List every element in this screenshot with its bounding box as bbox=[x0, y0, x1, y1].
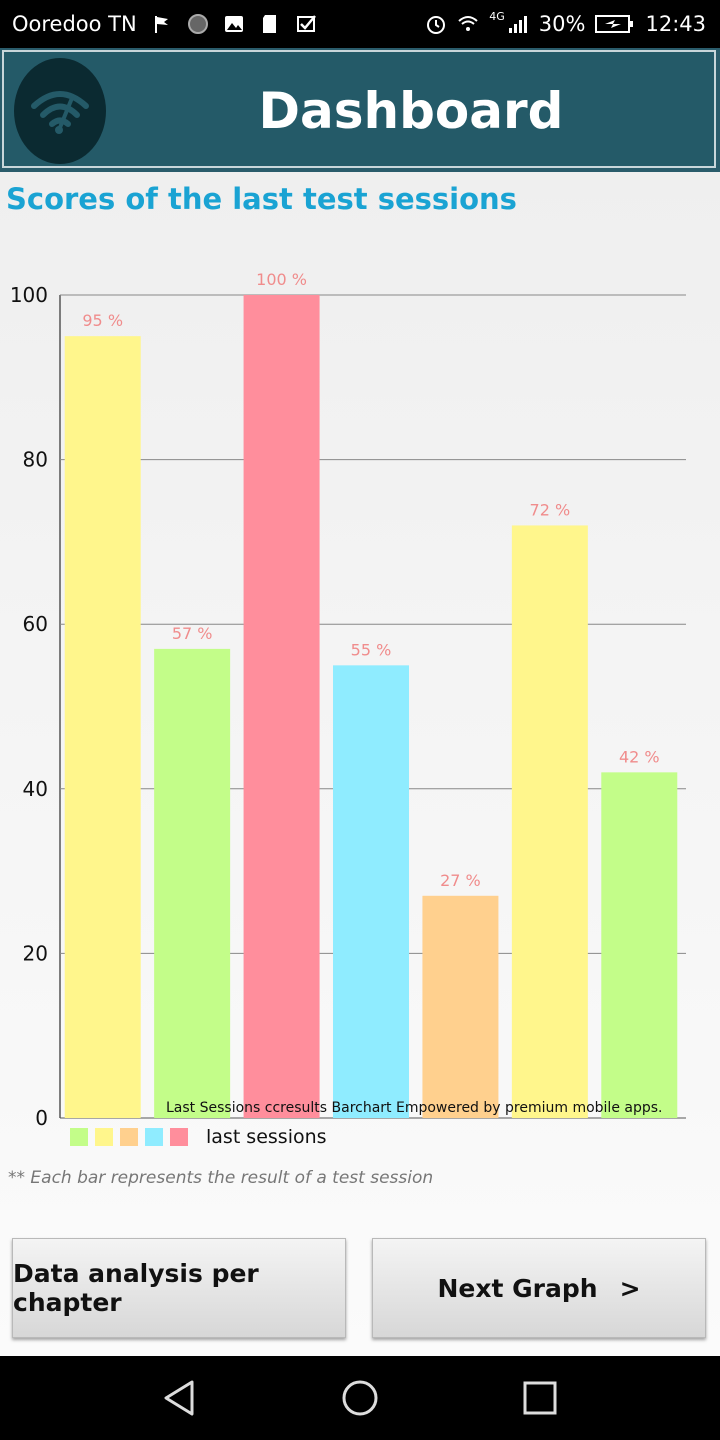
wifi-gauge-icon bbox=[31, 91, 89, 134]
legend-swatch bbox=[145, 1128, 163, 1146]
next-graph-button[interactable]: Next Graph > bbox=[372, 1238, 706, 1338]
battery-percent: 30% bbox=[538, 12, 586, 36]
signal-icon bbox=[507, 13, 529, 35]
bar-chart: 0 20 40 60 80 100 95 % 57 % 100 % 55 % 27 % 72 % 42… bbox=[0, 272, 720, 1172]
bar-data-label: 72 % bbox=[530, 500, 571, 519]
wifi-icon bbox=[457, 13, 479, 35]
bar-1 bbox=[64, 336, 141, 1118]
carrier-name: Ooredoo TN bbox=[12, 12, 137, 36]
alarm-icon bbox=[425, 13, 447, 35]
bar-data-label: 100 % bbox=[256, 272, 307, 289]
next-arrow-icon: > bbox=[619, 1273, 641, 1303]
bar-7 bbox=[601, 772, 678, 1118]
bar-chart-svg: 0 20 40 60 80 100 95 % 57 % 100 % 55 % 27 % 72 % 42… bbox=[10, 272, 686, 1130]
y-tick-label: 0 bbox=[35, 1106, 48, 1130]
y-tick-label: 80 bbox=[23, 448, 48, 472]
home-button[interactable] bbox=[340, 1378, 380, 1418]
bar-data-label: 27 % bbox=[440, 871, 481, 890]
clock: 12:43 bbox=[645, 12, 706, 36]
section-title: Scores of the last test sessions bbox=[6, 182, 517, 216]
legend-swatch bbox=[70, 1128, 88, 1146]
next-graph-label: Next Graph bbox=[437, 1273, 598, 1303]
circle-icon bbox=[187, 13, 209, 35]
flag-icon bbox=[151, 13, 173, 35]
chart-legend: last sessions bbox=[70, 1126, 327, 1148]
y-tick-label: 60 bbox=[23, 612, 48, 636]
home-icon bbox=[342, 1380, 378, 1416]
bar-data-label: 55 % bbox=[351, 640, 392, 659]
navigation-bar bbox=[0, 1356, 720, 1440]
back-icon bbox=[164, 1380, 194, 1416]
recents-icon bbox=[523, 1381, 557, 1415]
bar-data-label: 57 % bbox=[172, 624, 213, 643]
app-logo bbox=[14, 58, 106, 164]
bar-data-label: 95 % bbox=[82, 311, 123, 330]
chart-credit: Last Sessions ccresults Barchart Empower… bbox=[166, 1100, 662, 1116]
legend-swatch bbox=[120, 1128, 138, 1146]
recents-button[interactable] bbox=[520, 1378, 560, 1418]
battery-charging-icon bbox=[595, 13, 635, 35]
bar-4 bbox=[333, 665, 409, 1118]
content-area: Scores of the last test sessions 0 20 40 60… bbox=[0, 172, 720, 1356]
app-header: Dashboard bbox=[0, 48, 720, 172]
bar-data-label: 42 % bbox=[619, 747, 660, 766]
image-icon bbox=[223, 13, 245, 35]
data-analysis-button[interactable]: Data analysis per chapter bbox=[12, 1238, 346, 1338]
bar-6 bbox=[511, 525, 588, 1118]
y-tick-label: 100 bbox=[10, 283, 48, 307]
legend-swatch bbox=[170, 1128, 188, 1146]
legend-swatch bbox=[95, 1128, 113, 1146]
bar-2 bbox=[154, 648, 231, 1118]
chart-footnote: ** Each bar represents the result of a t… bbox=[8, 1168, 434, 1188]
bar-3 bbox=[243, 295, 320, 1118]
back-button[interactable] bbox=[160, 1378, 200, 1418]
page-title: Dashboard bbox=[258, 82, 564, 140]
network-type: 4G bbox=[489, 10, 505, 23]
y-tick-label: 20 bbox=[23, 941, 48, 965]
legend-label: last sessions bbox=[206, 1126, 327, 1148]
y-tick-label: 40 bbox=[23, 777, 48, 801]
check-icon bbox=[295, 13, 317, 35]
bar-5 bbox=[422, 895, 499, 1118]
data-analysis-label: Data analysis per chapter bbox=[13, 1259, 259, 1317]
sd-card-icon bbox=[259, 13, 281, 35]
status-bar: Ooredoo TN 4G 30% 12:43 bbox=[0, 0, 720, 48]
